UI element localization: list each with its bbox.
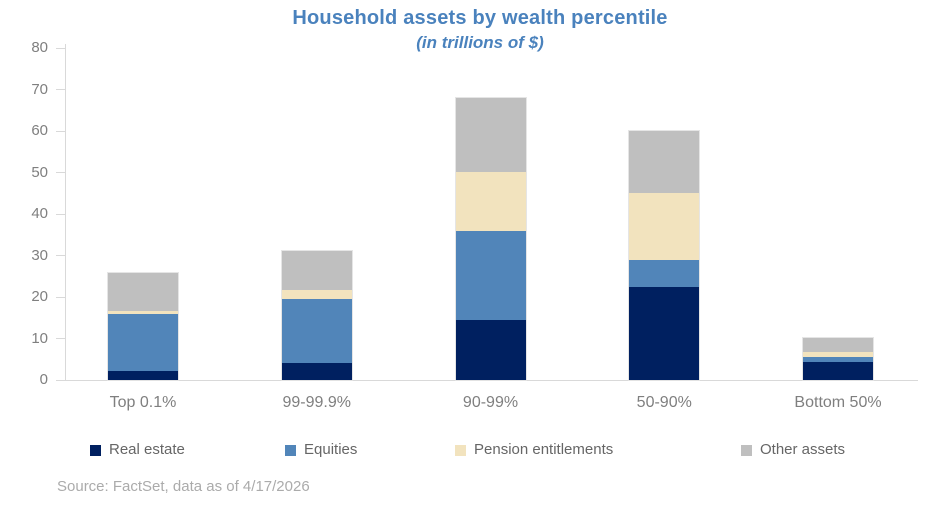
bar-segment-pension-entitlements [281, 289, 352, 300]
y-tick-label: 40 [31, 205, 48, 222]
y-tick-mark [56, 255, 65, 256]
y-tick-label: 70 [31, 80, 48, 98]
bar-segment-real-estate [455, 320, 526, 380]
chart-title: Household assets by wealth percentile [292, 7, 668, 29]
y-tick-label: 80 [31, 39, 48, 56]
chart-subtitle: (in trillions of $) [416, 33, 544, 52]
legend-label: Pension entitlements [474, 441, 614, 458]
x-category-label: Top 0.1% [109, 394, 177, 411]
bar-segment-other-assets [281, 250, 352, 290]
bar-segment-other-assets [455, 97, 526, 172]
bar-segment-other-assets [629, 130, 700, 194]
legend-label: Real estate [109, 441, 185, 458]
bar-segment-pension-entitlements [455, 171, 526, 231]
stacked-bar-99-99-9- [281, 250, 352, 380]
y-tick-mark [56, 213, 65, 215]
stacked-bar-90-99- [455, 97, 526, 380]
bar-segment-pension-entitlements [108, 311, 178, 314]
bar-segment-equities [803, 357, 873, 363]
legend-swatch-pension-entitlements [455, 444, 466, 456]
y-tick-mark [56, 172, 65, 173]
bar-segment-other-assets [803, 338, 873, 353]
bar-segment-equities [281, 299, 352, 363]
x-category-label: 99-99.9% [282, 394, 352, 411]
bar-segment-equities [108, 313, 178, 371]
bar-segment-real-estate [629, 287, 700, 380]
y-tick-mark [56, 338, 65, 339]
x-category-label: 50-90% [636, 394, 692, 411]
bar-segment-equities [455, 230, 526, 321]
stacked-bar-top-0-1- [108, 273, 178, 380]
source-note: Source: FactSet, data as of 4/17/2026 [57, 478, 310, 495]
stacked-bar-50-90- [629, 130, 700, 380]
y-tick-mark [56, 47, 65, 49]
legend-swatch-other-assets [741, 444, 752, 456]
stacked-bar-bottom-50- [803, 338, 873, 380]
bar-segment-pension-entitlements [629, 193, 700, 261]
y-tick-mark [56, 296, 65, 298]
bar-segment-other-assets [108, 273, 178, 312]
legend-label: Equities [304, 441, 358, 458]
y-tick-label: 50 [31, 163, 48, 181]
y-tick-mark [56, 379, 65, 381]
y-tick-mark [56, 130, 65, 132]
y-tick-label: 20 [31, 288, 48, 305]
legend-item-equities: Equities [285, 441, 357, 459]
legend-label: Other assets [760, 441, 846, 458]
y-tick-label: 0 [39, 371, 48, 388]
legend-item-real-estate: Real estate [90, 441, 185, 459]
bar-segment-equities [629, 260, 700, 287]
bar-segment-pension-entitlements [803, 352, 873, 358]
bar-segment-real-estate [281, 362, 352, 380]
y-tick-label: 10 [31, 329, 48, 347]
x-axis-line [65, 380, 918, 381]
legend-item-pension-entitlements: Pension entitlements [455, 441, 613, 459]
legend-swatch-real-estate [90, 444, 101, 456]
legend-item-other-assets: Other assets [741, 441, 845, 459]
x-category-label: 90-99% [462, 394, 519, 411]
y-tick-mark [56, 89, 65, 90]
x-category-label: Bottom 50% [794, 394, 882, 411]
y-tick-label: 30 [31, 246, 48, 264]
bar-segment-real-estate [803, 362, 873, 380]
y-axis-line [65, 44, 66, 380]
legend-swatch-equities [285, 444, 296, 456]
y-tick-label: 60 [31, 122, 48, 139]
bar-segment-real-estate [108, 370, 178, 380]
